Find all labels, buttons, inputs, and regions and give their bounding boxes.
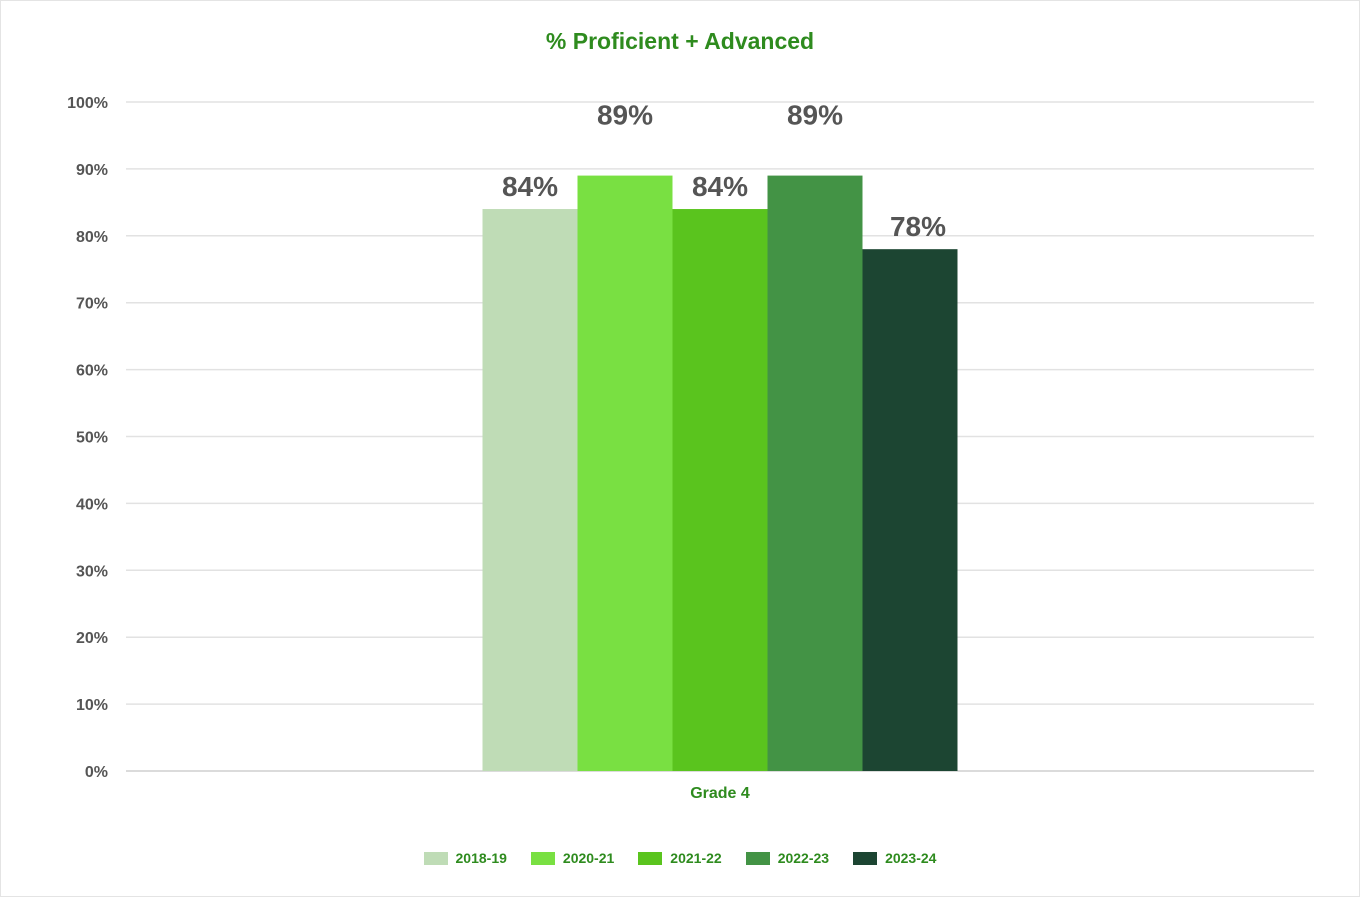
legend-item-2022-23: 2022-23 <box>745 850 830 866</box>
legend-swatch <box>423 851 448 865</box>
legend-label: 2021-22 <box>670 850 722 866</box>
legend-swatch <box>638 851 663 865</box>
legend-label: 2020-21 <box>562 850 615 866</box>
legend-swatch <box>745 851 770 865</box>
legend-item-2018-19: 2018-19 <box>423 850 507 866</box>
y-tick-label: 90% <box>76 162 108 179</box>
y-tick-label: 20% <box>76 630 108 647</box>
y-tick-label: 10% <box>76 697 108 714</box>
y-tick-label: 60% <box>76 363 108 380</box>
y-tick-label: 50% <box>76 430 108 447</box>
legend-label: 2023-24 <box>885 850 937 866</box>
legend-label: 2018-19 <box>455 850 507 866</box>
y-tick-label: 30% <box>76 563 108 580</box>
y-tick-label: 40% <box>76 496 108 513</box>
x-category-label: Grade 4 <box>690 785 750 802</box>
data-label-2023-24: 78% <box>890 211 946 242</box>
legend-item-2020-21: 2020-21 <box>530 850 615 866</box>
bar-2020-21 <box>577 175 673 772</box>
bar-2021-22 <box>672 209 768 772</box>
y-tick-label: 0% <box>85 764 108 781</box>
legend-swatch <box>530 851 555 865</box>
data-label-2022-23: 89% <box>787 100 843 131</box>
data-labels: 84% 89% 84% 89% 78% <box>502 100 946 243</box>
bars <box>482 175 958 772</box>
legend-item-2021-22: 2021-22 <box>638 850 722 866</box>
data-label-2018-19: 84% <box>502 171 558 202</box>
legend-swatch <box>853 851 878 865</box>
y-tick-label: 100% <box>67 95 108 112</box>
legend-item-2023-24: 2023-24 <box>853 850 936 866</box>
bar-2022-23 <box>767 175 863 772</box>
legend-label: 2022-23 <box>777 850 830 866</box>
legend: 2018-19 2020-21 2021-22 2022-23 2023-24 <box>0 850 1360 866</box>
data-label-2021-22: 84% <box>692 171 748 202</box>
chart-title: % Proficient + Advanced <box>545 28 815 54</box>
bar-2018-19 <box>482 209 578 772</box>
data-label-2020-21: 89% <box>597 100 653 131</box>
y-tick-label: 70% <box>76 296 108 313</box>
y-axis-tick-labels: 0% 10% 20% 30% 40% 50% 60% 70% 80% 90% 100% <box>67 95 108 781</box>
x-axis-category-labels: Grade 4 <box>690 785 750 802</box>
bar-2023-24 <box>862 249 958 771</box>
y-tick-label: 80% <box>76 229 108 246</box>
